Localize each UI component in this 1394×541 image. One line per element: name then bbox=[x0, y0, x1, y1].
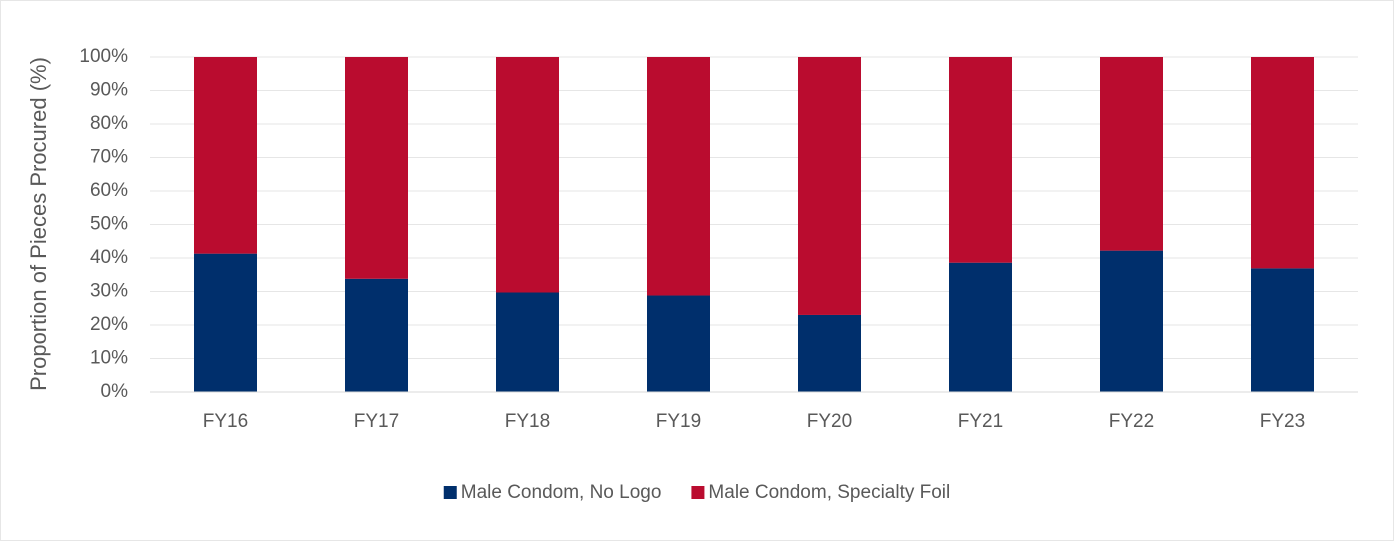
legend-swatch bbox=[443, 486, 457, 499]
bar-segment bbox=[1251, 57, 1314, 269]
x-tick-label: FY16 bbox=[203, 411, 248, 432]
y-tick-label: 100% bbox=[79, 46, 128, 67]
legend-label: Male Condom, No Logo bbox=[461, 482, 662, 503]
bar-segment bbox=[1100, 57, 1163, 251]
y-axis-title: Proportion of Pieces Procured (%) bbox=[26, 57, 51, 391]
x-tick-label: FY21 bbox=[958, 411, 1003, 432]
y-tick-label: 50% bbox=[90, 214, 128, 235]
x-tick-label: FY23 bbox=[1260, 411, 1305, 432]
bar-segment bbox=[496, 292, 559, 392]
bar-segment bbox=[345, 278, 408, 392]
y-tick-label: 40% bbox=[90, 247, 128, 268]
x-tick-label: FY20 bbox=[807, 411, 852, 432]
x-tick-label: FY18 bbox=[505, 411, 550, 432]
bar-segment bbox=[496, 57, 559, 293]
bar-segment bbox=[1251, 268, 1314, 392]
y-tick-label: 30% bbox=[90, 281, 128, 302]
bar-segment bbox=[194, 57, 257, 254]
bar-segment bbox=[345, 57, 408, 279]
bar-segment bbox=[798, 57, 861, 315]
bar-segment bbox=[798, 314, 861, 392]
y-tick-label: 90% bbox=[90, 80, 128, 101]
legend-label: Male Condom, Specialty Foil bbox=[708, 482, 950, 503]
y-tick-label: 20% bbox=[90, 314, 128, 335]
legend-swatch bbox=[691, 486, 705, 499]
y-tick-label: 80% bbox=[90, 113, 128, 134]
x-tick-label: FY22 bbox=[1109, 411, 1154, 432]
x-tick-label: FY19 bbox=[656, 411, 701, 432]
y-tick-label: 10% bbox=[90, 348, 128, 369]
y-tick-label: 60% bbox=[90, 180, 128, 201]
y-tick-label: 0% bbox=[101, 381, 129, 402]
bar-segment bbox=[1100, 250, 1163, 392]
bar-segment bbox=[647, 295, 710, 392]
bar-segment bbox=[949, 262, 1012, 392]
bar-segment bbox=[647, 57, 710, 296]
y-tick-label: 70% bbox=[90, 147, 128, 168]
bar-segment bbox=[194, 253, 257, 392]
x-tick-label: FY17 bbox=[354, 411, 399, 432]
bar-segment bbox=[949, 57, 1012, 263]
